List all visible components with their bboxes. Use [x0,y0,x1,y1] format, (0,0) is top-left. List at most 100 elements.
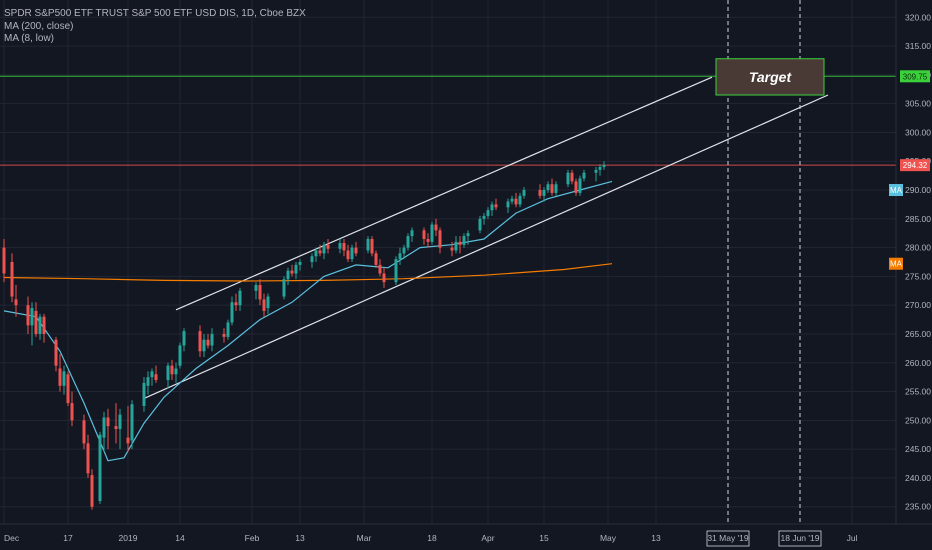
candle-body [70,403,74,421]
y-tick-label: 300.00 [905,127,931,137]
candle-body [378,264,382,274]
legend-ma8[interactable]: MA (8, low) [4,33,55,44]
candle-body [26,305,30,326]
candle-body [42,316,46,334]
candle-body [574,181,578,193]
candle-body [494,204,498,208]
candle-body [82,420,86,444]
date-marker-badge [778,530,822,547]
candle-body [310,256,314,262]
candle-body [482,215,486,219]
price-axis[interactable]: 235.00 240.00 245.00 250.00 255.00 260.00 265.… [889,0,932,550]
target-zone[interactable]: Target [715,58,825,96]
price-label-text: 309.75 [903,72,928,81]
x-tick-label: Jul [847,533,858,543]
candle-body [66,374,70,404]
candle-body [466,233,470,237]
candle-body [510,198,514,202]
candle-body [206,339,210,346]
candle-body [410,230,414,237]
candle-body [354,247,358,254]
candle-body [154,374,158,381]
y-tick-label: 280.00 [905,243,931,253]
candle-body [554,184,558,193]
candle-body [230,302,234,323]
candles [2,161,606,510]
candle-body [346,250,350,260]
y-tick-label: 270.00 [905,300,931,310]
candle-body [146,377,150,386]
candle-body [450,247,454,251]
ma-badge-text: MA [890,186,903,195]
candle-body [294,264,298,274]
legend-ma200[interactable]: MA (200, close) [4,20,74,32]
target-label: Target [749,69,793,85]
y-tick-label: 290.00 [905,185,931,195]
x-tick-label: Feb [245,533,260,543]
candle-body [566,172,570,185]
candle-body [402,247,406,254]
candle-body [422,230,426,239]
legend-symbol[interactable]: SPDR S&P500 ETF TRUST S&P 500 ETF USD DI… [4,8,306,19]
candle-body [282,279,286,297]
candle-body [34,310,38,334]
y-tick-label: 250.00 [905,415,931,425]
candle-body [174,368,178,375]
candle-body [486,210,490,216]
candle-body [182,331,186,346]
time-axis[interactable]: Dec 17 2019 14 Feb 13 Mar 18 Apr 15 May 13 Jul 31 May… [0,523,932,547]
ma-badge [889,184,903,197]
candle-body [426,238,430,242]
price-label-badge [900,70,930,83]
candle-body [54,339,58,366]
candle-body [38,316,42,334]
candle-body [342,242,346,251]
candle-body [126,437,130,444]
candle-body [178,345,182,366]
candle-body [582,172,586,179]
candle-body [150,371,154,378]
candle-body [350,247,354,260]
x-tick-label: Dec [4,533,20,543]
candle-body [62,371,66,386]
candle-body [542,190,546,196]
candle-body [90,475,94,507]
y-tick-label: 245.00 [905,444,931,454]
candle-body [130,404,134,441]
ma-badge [889,257,903,270]
candle-body [98,434,102,501]
price-label-text: 294.32 [903,161,928,170]
candle-body [198,331,202,352]
candle-body [238,290,242,306]
candle-body [2,247,6,274]
x-tick-label: Mar [357,533,372,543]
candle-body [102,417,106,438]
ma8-line [3,180,613,462]
candle-body [254,285,258,291]
candle-body [166,365,170,381]
candle-body [118,414,122,429]
date-marker-badge [706,530,750,547]
y-tick-label: 260.00 [905,358,931,368]
candle-body [602,165,606,167]
y-tick-label: 315.00 [905,41,931,51]
x-tick-label: Apr [481,533,494,543]
x-tick-label: 17 [63,533,73,543]
candle-body [290,270,294,274]
candle-body [222,333,226,337]
y-tick-label: 305.00 [905,99,931,109]
y-tick-label: 285.00 [905,214,931,224]
candle-body [514,198,518,205]
candle-body [462,236,466,245]
candle-body [406,236,410,248]
y-tick-label: 275.00 [905,271,931,281]
candle-body [546,184,550,191]
y-tick-label: 265.00 [905,329,931,339]
x-tick-label: 13 [295,533,305,543]
price-label-badge [900,159,930,172]
channel-lower-line [143,94,829,400]
candle-body [438,230,442,248]
candle-body [490,204,494,211]
x-tick-label: 14 [175,533,185,543]
